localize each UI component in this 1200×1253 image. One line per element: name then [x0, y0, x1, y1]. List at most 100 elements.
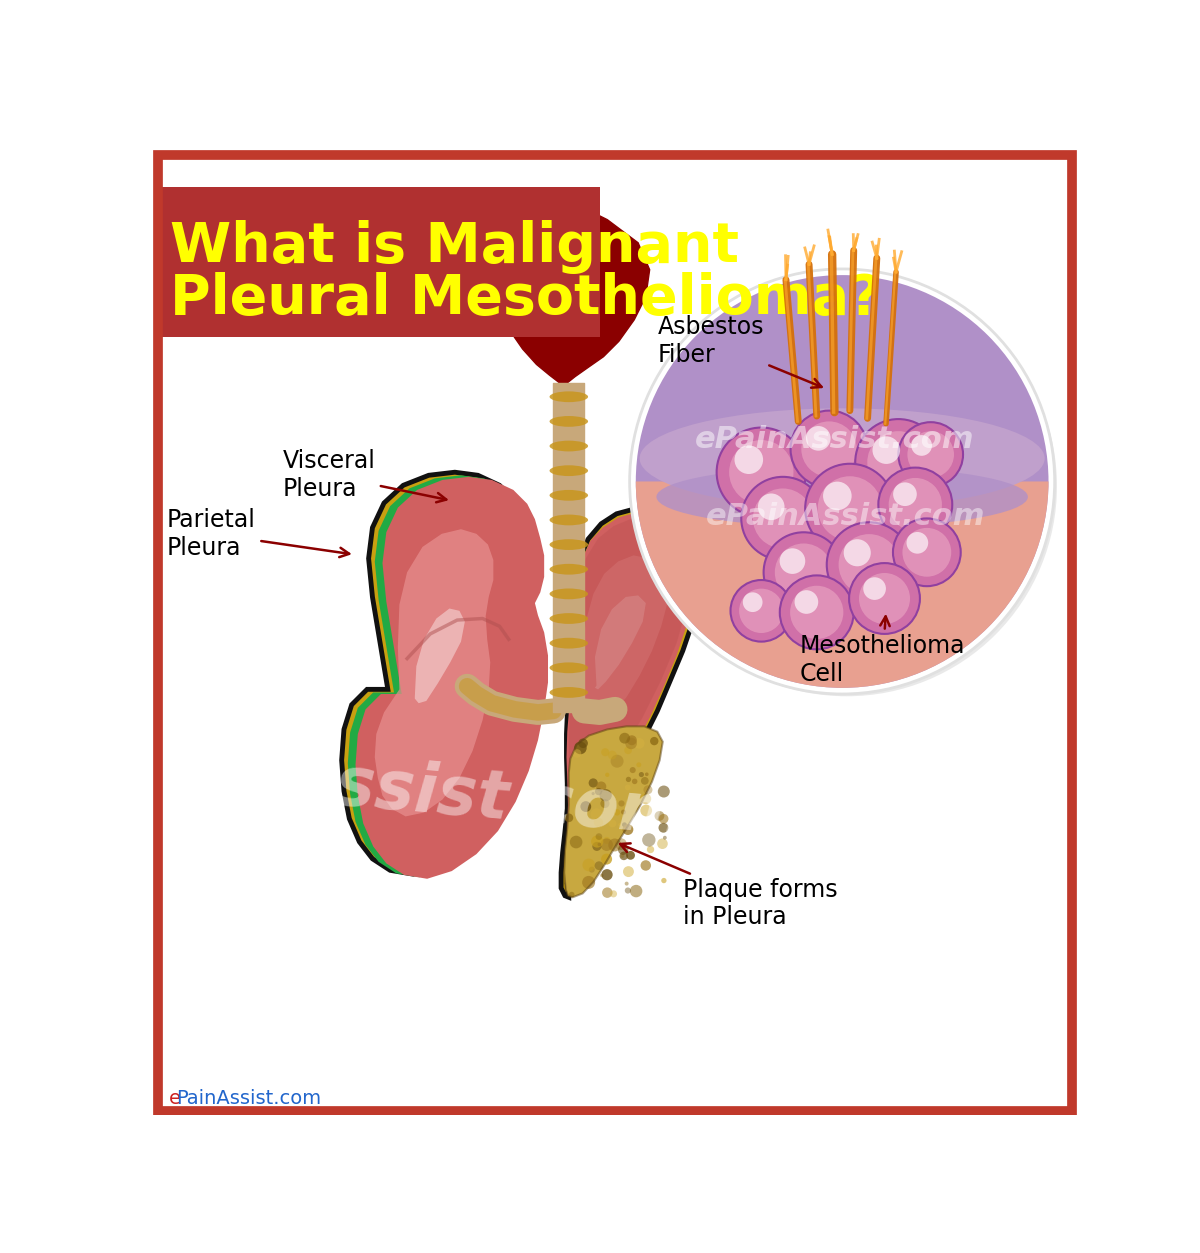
Circle shape — [564, 813, 574, 822]
Circle shape — [644, 772, 649, 776]
Text: Visceral
Pleura: Visceral Pleura — [282, 450, 446, 502]
Circle shape — [578, 738, 588, 748]
Circle shape — [731, 580, 792, 642]
Circle shape — [630, 767, 636, 773]
Circle shape — [601, 748, 610, 757]
Text: Pleural Mesothelioma?: Pleural Mesothelioma? — [170, 272, 881, 326]
Circle shape — [790, 585, 844, 639]
Circle shape — [641, 861, 652, 871]
Ellipse shape — [656, 466, 1028, 528]
Circle shape — [642, 833, 655, 847]
Circle shape — [806, 426, 830, 451]
Circle shape — [608, 838, 622, 852]
Circle shape — [632, 778, 637, 784]
Text: Parietal
Pleura: Parietal Pleura — [167, 507, 349, 560]
Circle shape — [758, 494, 785, 520]
Circle shape — [618, 823, 622, 826]
Circle shape — [610, 891, 617, 897]
Circle shape — [850, 563, 920, 634]
Circle shape — [605, 773, 610, 777]
Circle shape — [618, 845, 629, 855]
Circle shape — [623, 866, 634, 877]
Circle shape — [868, 431, 930, 494]
Circle shape — [595, 788, 602, 796]
Circle shape — [775, 544, 833, 601]
Circle shape — [763, 533, 844, 613]
Text: Plaque forms
in Pleura: Plaque forms in Pleura — [620, 843, 838, 930]
Polygon shape — [569, 519, 690, 801]
Ellipse shape — [550, 638, 588, 649]
Circle shape — [572, 749, 581, 758]
Circle shape — [856, 419, 942, 505]
Ellipse shape — [550, 515, 588, 525]
Text: ePainAssist.com: ePainAssist.com — [707, 501, 985, 530]
Ellipse shape — [550, 589, 588, 599]
Circle shape — [594, 861, 604, 870]
Circle shape — [716, 427, 806, 517]
Ellipse shape — [550, 613, 588, 624]
Circle shape — [625, 882, 629, 886]
Circle shape — [893, 482, 917, 506]
Circle shape — [659, 823, 668, 833]
Circle shape — [911, 435, 932, 456]
Circle shape — [791, 411, 868, 487]
Circle shape — [601, 853, 612, 865]
Circle shape — [616, 838, 626, 850]
Circle shape — [634, 738, 644, 749]
Circle shape — [658, 786, 670, 797]
Circle shape — [582, 858, 595, 871]
Polygon shape — [348, 475, 540, 877]
Ellipse shape — [550, 564, 588, 575]
Circle shape — [794, 590, 818, 614]
Circle shape — [619, 733, 630, 743]
Circle shape — [604, 837, 611, 845]
Circle shape — [594, 818, 604, 827]
Circle shape — [600, 838, 613, 851]
Circle shape — [623, 824, 634, 834]
Circle shape — [662, 836, 667, 840]
Bar — [157, 187, 600, 337]
Polygon shape — [342, 472, 534, 875]
Polygon shape — [565, 512, 695, 890]
Circle shape — [592, 792, 595, 796]
Circle shape — [598, 842, 601, 846]
Circle shape — [601, 870, 613, 881]
Circle shape — [630, 885, 642, 897]
Circle shape — [827, 523, 912, 606]
Circle shape — [626, 851, 635, 860]
Circle shape — [630, 269, 1055, 694]
Circle shape — [647, 846, 654, 853]
Circle shape — [899, 422, 964, 487]
Text: PainAssist.com: PainAssist.com — [176, 1090, 322, 1109]
Polygon shape — [595, 595, 646, 689]
Polygon shape — [374, 529, 493, 817]
Circle shape — [574, 742, 587, 754]
Circle shape — [780, 575, 853, 649]
Circle shape — [654, 811, 665, 821]
Ellipse shape — [550, 391, 588, 402]
Circle shape — [569, 892, 575, 897]
Circle shape — [600, 799, 610, 808]
Circle shape — [889, 477, 942, 531]
Circle shape — [590, 808, 602, 821]
Circle shape — [805, 464, 894, 553]
Circle shape — [624, 747, 632, 754]
Circle shape — [582, 876, 595, 888]
Polygon shape — [415, 609, 464, 703]
Circle shape — [593, 842, 601, 851]
Circle shape — [592, 836, 604, 847]
Circle shape — [581, 801, 592, 812]
Text: e: e — [168, 1090, 180, 1109]
Ellipse shape — [550, 539, 588, 550]
Circle shape — [641, 793, 652, 804]
Circle shape — [839, 534, 900, 595]
Circle shape — [650, 737, 659, 746]
Polygon shape — [482, 189, 649, 383]
Circle shape — [817, 476, 882, 540]
Text: What is Malignant: What is Malignant — [170, 219, 739, 273]
Circle shape — [622, 822, 626, 827]
Circle shape — [641, 804, 652, 817]
Circle shape — [620, 809, 626, 814]
Circle shape — [906, 533, 929, 554]
Circle shape — [626, 777, 631, 782]
